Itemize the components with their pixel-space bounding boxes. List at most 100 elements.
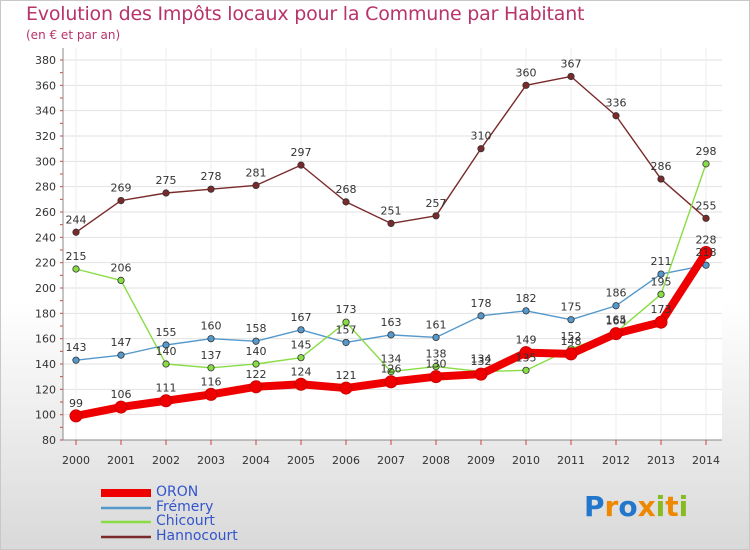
data-label-oron: 122 <box>246 368 267 381</box>
data-label-chicourt: 145 <box>291 339 312 352</box>
data-point-hannocourt <box>522 81 530 89</box>
data-label-chicourt: 195 <box>651 275 672 288</box>
data-point-oron <box>564 347 578 361</box>
data-label-hannocourt: 268 <box>336 183 357 196</box>
data-point-hannocourt <box>342 198 350 206</box>
data-label-hannocourt: 297 <box>291 146 312 159</box>
x-tick-label: 2000 <box>62 454 90 467</box>
data-point-hannocourt <box>702 214 710 222</box>
data-label-chicourt: 140 <box>156 345 177 358</box>
data-point-chicourt <box>72 265 80 273</box>
data-point-hannocourt <box>612 112 620 120</box>
legend-label: Chicourt <box>156 513 215 529</box>
data-point-hannocourt <box>252 181 260 189</box>
data-label-frémery: 160 <box>201 320 222 333</box>
data-label-hannocourt: 367 <box>561 57 582 70</box>
data-label-oron: 132 <box>471 355 492 368</box>
data-point-frémery <box>702 261 710 269</box>
data-label-hannocourt: 278 <box>201 170 222 183</box>
data-point-frémery <box>432 333 440 341</box>
data-label-chicourt: 138 <box>426 348 447 361</box>
data-label-frémery: 155 <box>156 326 177 339</box>
data-label-frémery: 186 <box>606 287 627 300</box>
data-point-oron <box>294 377 308 391</box>
logo-letter: o <box>618 490 638 523</box>
data-label-chicourt: 152 <box>561 330 582 343</box>
data-label-oron: 148 <box>561 335 582 348</box>
x-tick-label: 2001 <box>107 454 135 467</box>
x-tick-label: 2003 <box>197 454 225 467</box>
data-label-oron: 130 <box>426 358 447 371</box>
data-label-oron: 149 <box>516 334 537 347</box>
data-label-hannocourt: 244 <box>66 213 87 226</box>
data-point-frémery <box>657 270 665 278</box>
y-tick-label: 340 <box>35 105 56 118</box>
data-point-hannocourt <box>387 219 395 227</box>
data-point-chicourt <box>207 364 215 372</box>
data-point-hannocourt <box>567 72 575 81</box>
logo-letter: i <box>678 490 689 523</box>
data-point-oron <box>384 375 398 389</box>
x-tick-label: 2011 <box>557 454 585 467</box>
data-label-hannocourt: 255 <box>696 199 717 212</box>
x-tick-label: 2006 <box>332 454 360 467</box>
data-label-chicourt: 140 <box>246 345 267 358</box>
data-point-oron <box>159 394 173 408</box>
x-tick-label: 2002 <box>152 454 180 467</box>
data-label-chicourt: 135 <box>516 351 537 364</box>
data-point-chicourt <box>387 367 395 376</box>
data-point-oron <box>429 370 443 384</box>
legend-label: ORON <box>156 484 199 500</box>
data-point-chicourt <box>162 360 170 368</box>
data-point-frémery <box>72 356 80 364</box>
logo-letter: r <box>604 490 619 523</box>
logo-letter: t <box>665 490 679 523</box>
x-tick-label: 2012 <box>602 454 630 467</box>
data-point-oron <box>204 387 218 401</box>
data-label-oron: 228 <box>696 234 717 247</box>
data-label-chicourt: 215 <box>66 250 87 263</box>
data-label-chicourt: 134 <box>471 353 492 366</box>
data-label-hannocourt: 257 <box>426 197 447 210</box>
data-point-oron <box>339 381 353 395</box>
logo-letter: x <box>637 490 656 523</box>
y-tick-label: 280 <box>35 181 56 194</box>
data-label-frémery: 175 <box>561 301 582 314</box>
y-tick-label: 200 <box>35 282 56 295</box>
data-point-frémery <box>477 312 485 320</box>
x-tick-label: 2013 <box>647 454 675 467</box>
y-tick-label: 300 <box>35 155 56 168</box>
data-point-frémery <box>252 337 260 345</box>
y-tick-label: 320 <box>35 130 56 143</box>
data-point-chicourt <box>432 362 440 371</box>
data-point-frémery <box>567 316 575 324</box>
data-label-hannocourt: 251 <box>381 204 402 217</box>
data-label-hannocourt: 336 <box>606 97 627 110</box>
data-label-oron: 99 <box>69 397 83 410</box>
data-point-frémery <box>342 338 350 347</box>
data-point-frémery <box>117 351 125 359</box>
data-label-frémery: 182 <box>516 292 537 305</box>
data-point-oron <box>654 315 668 329</box>
data-point-frémery <box>162 341 170 349</box>
data-label-frémery: 143 <box>66 341 87 354</box>
data-label-hannocourt: 310 <box>471 130 492 143</box>
logo-letter: P <box>584 490 605 523</box>
chart-title: Evolution des Impôts locaux pour la Comm… <box>26 3 585 25</box>
x-tick-label: 2005 <box>287 454 315 467</box>
data-label-frémery: 163 <box>381 316 402 329</box>
data-point-chicourt <box>657 290 665 298</box>
data-point-oron <box>609 327 623 341</box>
data-point-hannocourt <box>297 161 305 169</box>
y-tick-label: 260 <box>35 206 56 219</box>
data-point-chicourt <box>702 160 710 168</box>
data-point-oron <box>69 409 83 423</box>
legend-label: Frémery <box>156 499 214 515</box>
data-point-chicourt <box>252 360 260 368</box>
x-tick-label: 2008 <box>422 454 450 467</box>
x-tick-label: 2007 <box>377 454 405 467</box>
data-label-chicourt: 173 <box>336 303 357 316</box>
data-label-frémery: 167 <box>291 311 312 324</box>
data-point-frémery <box>522 307 530 315</box>
